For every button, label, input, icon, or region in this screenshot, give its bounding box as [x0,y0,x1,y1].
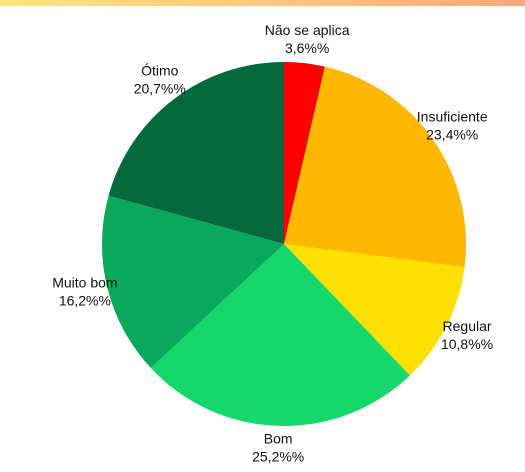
slice-value: 25,2%% [252,449,304,465]
slice-value: 20,7%% [134,81,186,97]
slice-label: Muito bom [52,275,117,291]
top-bar [0,0,525,6]
pie-slice [150,244,410,426]
slice-label: Bom [264,431,293,447]
pie-slice [284,62,325,244]
slice-label: Não se aplica [265,22,350,38]
slice-label: Insuficiente [417,109,488,125]
slice-value: 3,6%% [285,40,329,56]
slice-value: 10,8%% [441,336,493,352]
pie-slice [284,66,466,268]
pie-slice [284,244,465,376]
slice-value: 16,2%% [59,293,111,309]
pie-slice [102,195,284,369]
slice-value: 23,4%% [426,127,478,143]
pie-slice [108,62,284,244]
slice-label: Ótimo [141,63,179,79]
slice-label: Regular [443,318,492,334]
